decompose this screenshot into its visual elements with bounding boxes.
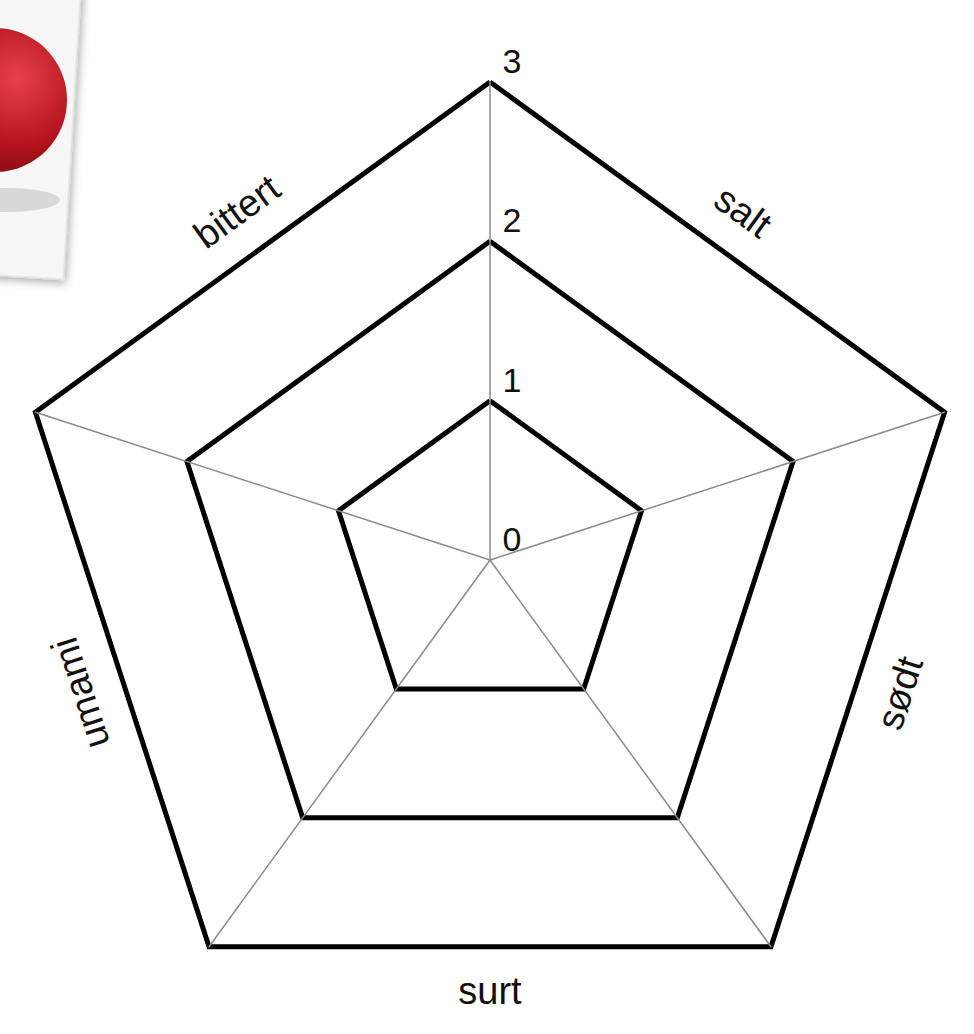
svg-text:2: 2 <box>503 201 522 239</box>
svg-text:sødt: sødt <box>868 651 931 735</box>
svg-text:0: 0 <box>503 520 522 558</box>
svg-text:bittert: bittert <box>186 166 288 256</box>
svg-text:umami: umami <box>43 632 118 753</box>
svg-text:salt: salt <box>707 177 780 246</box>
svg-text:surt: surt <box>458 970 522 1012</box>
svg-text:1: 1 <box>503 361 522 399</box>
svg-text:3: 3 <box>503 42 522 80</box>
